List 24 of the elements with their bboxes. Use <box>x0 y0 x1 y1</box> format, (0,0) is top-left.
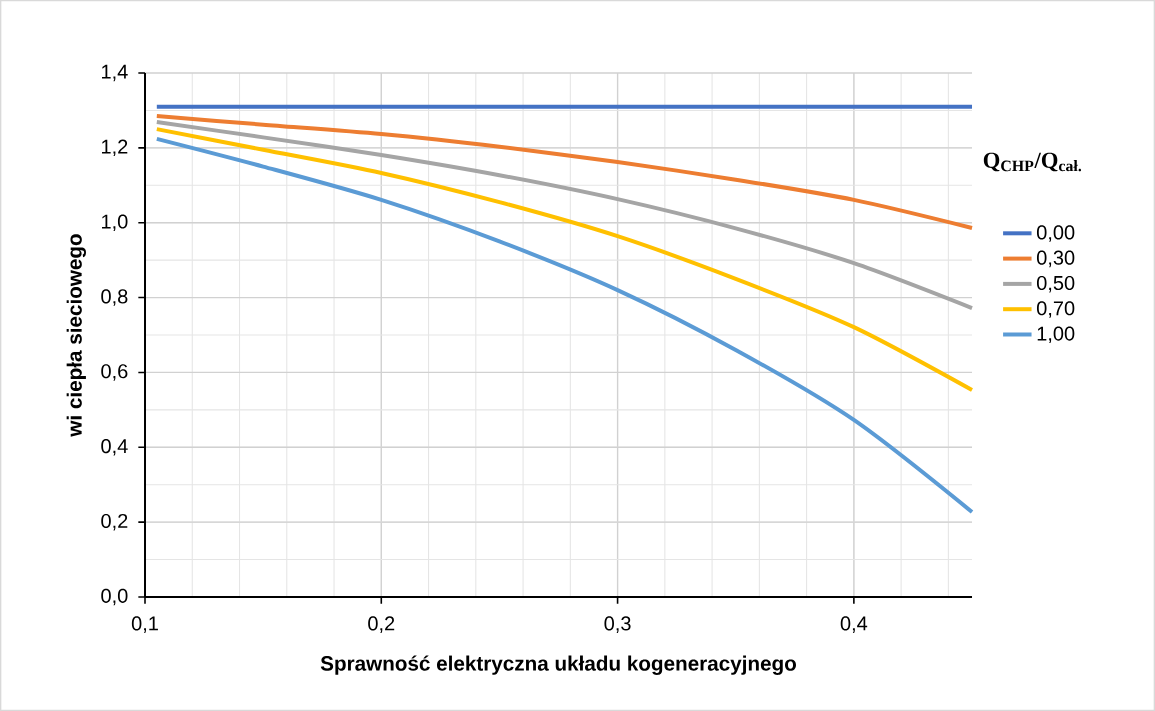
line-series <box>154 114 975 230</box>
x-tick-label: 0,2 <box>368 616 395 633</box>
y-tick-label: 1,2 <box>102 139 128 157</box>
y-tick-label: 0,6 <box>101 364 128 381</box>
line-series <box>154 136 975 515</box>
legend-title: Q$_{CHP}$/Q$_{cał.}$ <box>983 152 1082 172</box>
legend-label: 1,00 <box>1037 326 1075 344</box>
legend-label: 0,50 <box>1036 275 1075 293</box>
y-axis-title: wi ciepła sieciowego <box>66 234 86 437</box>
x-axis-title: Sprawność elektryczna układu kogeneracyjnego <box>320 655 796 675</box>
x-tick-label: 0,3 <box>604 616 631 633</box>
legend-label: 0,30 <box>1036 250 1075 268</box>
y-tick-label: 0,4 <box>101 439 128 456</box>
y-tick-label: 0,2 <box>101 513 128 531</box>
y-tick-label: 1,0 <box>102 214 128 231</box>
x-tick-label: 0,4 <box>840 616 868 633</box>
line-series <box>154 120 975 311</box>
y-tick-label: 1,4 <box>102 64 128 82</box>
x-tick-label: 0,1 <box>131 616 158 633</box>
y-tick-label: 0,8 <box>101 289 128 306</box>
y-tick-label: 0,0 <box>101 588 128 606</box>
legend-label: 0,00 <box>1036 225 1075 242</box>
line-series <box>154 127 975 393</box>
legend-label: 0,70 <box>1036 301 1075 318</box>
